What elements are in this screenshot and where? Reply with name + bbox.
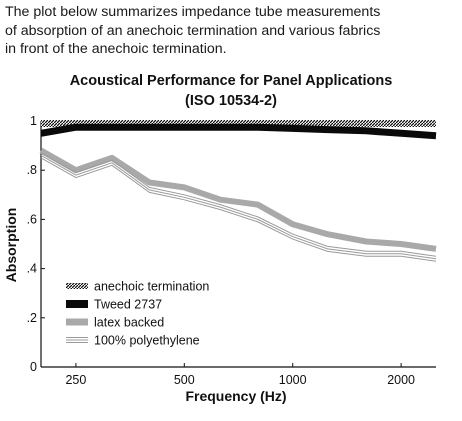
legend-label: latex backed	[94, 316, 164, 330]
legend: anechoic termination Tweed 2737 latex back…	[66, 280, 209, 348]
series-tweed-2737	[40, 123, 437, 140]
series-line	[40, 152, 437, 257]
series-line	[40, 157, 437, 262]
x-tick-label: 250	[65, 373, 86, 387]
legend-swatch	[66, 283, 88, 289]
y-tick-label: .2	[27, 311, 37, 325]
legend-label: 100% polyethylene	[94, 334, 200, 348]
legend-item: 100% polyethylene	[66, 334, 200, 348]
series-line	[40, 123, 437, 140]
x-axis-label: Frequency (Hz)	[185, 388, 286, 404]
intro-text: The plot below summarizes impedance tube…	[5, 3, 457, 59]
y-tick-label: .6	[27, 212, 37, 226]
y-tick-label: 1	[30, 114, 37, 128]
legend-swatch	[66, 300, 88, 308]
y-tick-label: 0	[30, 360, 37, 374]
y-axis-label: Absorption	[3, 208, 19, 283]
series-100-polyethylene	[40, 152, 437, 262]
x-tick-label: 500	[174, 373, 195, 387]
y-tick-label: .4	[27, 262, 37, 276]
legend-label: Tweed 2737	[94, 298, 162, 312]
y-tick-label: .8	[27, 163, 37, 177]
legend-item: Tweed 2737	[66, 298, 162, 312]
series-line	[39, 147, 437, 252]
series-latex-backed	[39, 147, 437, 252]
chart-subtitle: (ISO 10534-2)	[185, 93, 277, 109]
legend-swatch	[66, 318, 88, 326]
intro-line: of absorption of an anechoic termination…	[5, 22, 381, 39]
x-tick-label: 2000	[387, 373, 415, 387]
legend-label: anechoic termination	[94, 280, 209, 294]
series-layer	[39, 120, 437, 262]
series-line	[40, 154, 437, 260]
chart-title-block: Acoustical Performance for Panel Applica…	[0, 71, 462, 111]
legend-item: latex backed	[66, 316, 164, 330]
axes-layer: 0 .2 .4 .6 .8 1 250 500 1000 2000	[27, 114, 436, 387]
chart-title: Acoustical Performance for Panel Applica…	[69, 73, 393, 89]
intro-line: The plot below summarizes impedance tube…	[5, 4, 381, 20]
legend-swatch	[66, 337, 88, 343]
legend-item: anechoic termination	[66, 280, 209, 294]
x-tick-label: 1000	[279, 373, 307, 387]
intro-line: in front of the anechoic termination.	[5, 41, 227, 57]
